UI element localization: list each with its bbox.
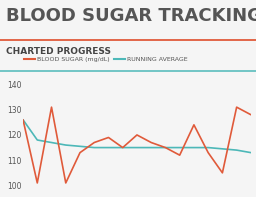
Text: BLOOD SUGAR TRACKING: BLOOD SUGAR TRACKING: [6, 7, 256, 24]
Legend: BLOOD SUGAR (mg/dL), RUNNING AVERAGE: BLOOD SUGAR (mg/dL), RUNNING AVERAGE: [22, 54, 190, 65]
Text: CHARTED PROGRESS: CHARTED PROGRESS: [6, 47, 111, 56]
